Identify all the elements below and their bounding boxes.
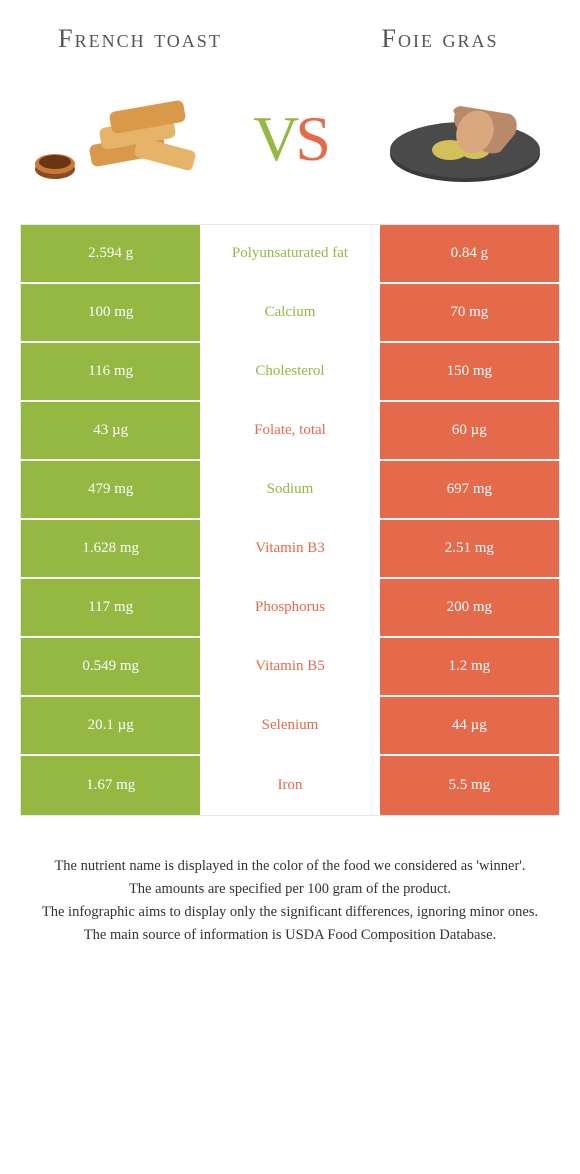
nutrient-name-cell: Phosphorus <box>200 579 379 636</box>
left-value-cell: 2.594 g <box>21 225 200 282</box>
nutrient-name-cell: Vitamin B5 <box>200 638 379 695</box>
vs-s-letter: S <box>295 102 327 176</box>
right-value-cell: 44 µg <box>380 697 559 754</box>
nutrient-name-cell: Vitamin B3 <box>200 520 379 577</box>
footer-line-1: The nutrient name is displayed in the co… <box>30 856 550 877</box>
left-value-cell: 1.67 mg <box>21 756 200 815</box>
right-food-title: Foie gras <box>340 25 540 54</box>
left-value-cell: 20.1 µg <box>21 697 200 754</box>
right-value-cell: 70 mg <box>380 284 559 341</box>
table-row: 43 µgFolate, total60 µg <box>21 402 559 461</box>
french-toast-image <box>30 84 200 194</box>
vs-label: VS <box>253 102 327 176</box>
footer-notes: The nutrient name is displayed in the co… <box>0 816 580 968</box>
right-value-cell: 2.51 mg <box>380 520 559 577</box>
right-value-cell: 697 mg <box>380 461 559 518</box>
nutrient-name-cell: Cholesterol <box>200 343 379 400</box>
table-row: 100 mgCalcium70 mg <box>21 284 559 343</box>
right-value-cell: 5.5 mg <box>380 756 559 815</box>
header: French toast Foie gras <box>0 0 580 64</box>
table-row: 479 mgSodium697 mg <box>21 461 559 520</box>
footer-line-3: The infographic aims to display only the… <box>30 902 550 923</box>
nutrient-name-cell: Selenium <box>200 697 379 754</box>
right-value-cell: 150 mg <box>380 343 559 400</box>
right-value-cell: 200 mg <box>380 579 559 636</box>
table-row: 117 mgPhosphorus200 mg <box>21 579 559 638</box>
left-food-title: French toast <box>40 25 240 54</box>
nutrient-name-cell: Calcium <box>200 284 379 341</box>
vs-v-letter: V <box>253 102 295 176</box>
nutrient-name-cell: Folate, total <box>200 402 379 459</box>
footer-line-4: The main source of information is USDA F… <box>30 925 550 946</box>
table-row: 0.549 mgVitamin B51.2 mg <box>21 638 559 697</box>
table-row: 1.67 mgIron5.5 mg <box>21 756 559 815</box>
footer-line-2: The amounts are specified per 100 gram o… <box>30 879 550 900</box>
right-value-cell: 60 µg <box>380 402 559 459</box>
left-value-cell: 1.628 mg <box>21 520 200 577</box>
nutrient-name-cell: Sodium <box>200 461 379 518</box>
right-value-cell: 1.2 mg <box>380 638 559 695</box>
nutrient-name-cell: Polyunsaturated fat <box>200 225 379 282</box>
left-value-cell: 116 mg <box>21 343 200 400</box>
foie-gras-image <box>380 84 550 194</box>
table-row: 1.628 mgVitamin B32.51 mg <box>21 520 559 579</box>
left-value-cell: 117 mg <box>21 579 200 636</box>
left-value-cell: 0.549 mg <box>21 638 200 695</box>
nutrient-table: 2.594 gPolyunsaturated fat0.84 g100 mgCa… <box>20 224 560 816</box>
table-row: 116 mgCholesterol150 mg <box>21 343 559 402</box>
nutrient-name-cell: Iron <box>200 756 379 815</box>
left-value-cell: 479 mg <box>21 461 200 518</box>
table-row: 2.594 gPolyunsaturated fat0.84 g <box>21 225 559 284</box>
left-value-cell: 43 µg <box>21 402 200 459</box>
table-row: 20.1 µgSelenium44 µg <box>21 697 559 756</box>
images-row: VS <box>0 64 580 224</box>
left-value-cell: 100 mg <box>21 284 200 341</box>
right-value-cell: 0.84 g <box>380 225 559 282</box>
